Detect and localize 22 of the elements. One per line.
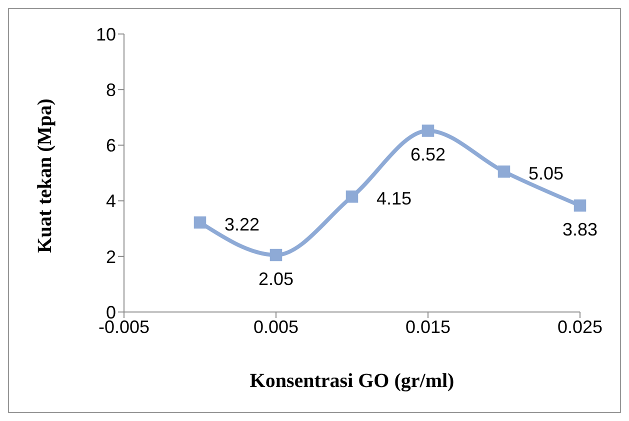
point — [574, 199, 586, 212]
y-tick-label: 4 — [106, 191, 116, 212]
data-label: 5.05 — [528, 164, 564, 184]
x-axis-title: Konsentrasi GO (gr/ml) — [250, 370, 454, 392]
data-label: 6.52 — [410, 144, 446, 165]
data-label: 3.22 — [224, 214, 260, 234]
y-axis-title: Kuat tekan (Mpa) — [34, 98, 56, 253]
data-label: 4.15 — [376, 188, 412, 209]
point — [422, 124, 434, 137]
point — [270, 248, 282, 262]
x-tick-label: 0.005 — [253, 316, 299, 337]
y-tick-label: 6 — [106, 136, 116, 156]
x-tick-label: 0.025 — [557, 316, 603, 337]
data-label: 3.83 — [562, 220, 598, 240]
data-label: 2.05 — [258, 269, 294, 290]
y-tick-label: 8 — [106, 80, 116, 100]
y-tick-label: 2 — [106, 246, 116, 267]
point — [498, 165, 510, 178]
point — [346, 190, 358, 203]
point — [194, 216, 206, 229]
y-tick-label: 10 — [96, 24, 116, 44]
x-tick-label: 0.015 — [405, 316, 451, 337]
